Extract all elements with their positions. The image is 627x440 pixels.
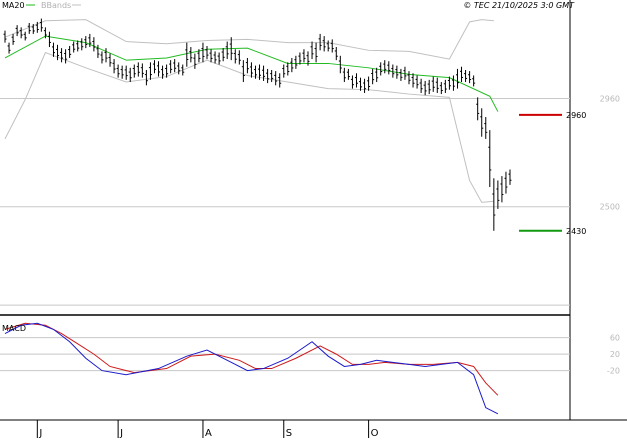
macd-line (4, 322, 499, 415)
price-y-tick-label: 2960 (600, 94, 620, 103)
bband-upper-line (4, 19, 494, 60)
macd-y-tick-label: 20 (610, 350, 620, 359)
ohlc-bars (3, 18, 512, 231)
y-tick-labels: 2960 2500 60 20 -20 (600, 94, 620, 375)
macd-series (4, 322, 499, 415)
x-tick-label: J (119, 428, 123, 439)
macd-y-tick-label: -20 (607, 367, 620, 376)
legend-ma-label: MA20 (2, 1, 25, 10)
gridlines (0, 97, 570, 372)
x-tick-label: O (371, 428, 379, 439)
support-level-label: 2430 (566, 227, 586, 236)
copyright-notice: © TEC 21/10/2025 3:0 GMT (463, 1, 575, 10)
macd-signal-line (4, 322, 499, 396)
moving-average (4, 35, 499, 112)
macd-y-tick-label: 60 (610, 334, 620, 343)
bollinger-bands (4, 19, 494, 203)
price-y-tick-label: 2500 (600, 203, 620, 212)
x-tick-label: S (286, 428, 292, 439)
ma20-line (4, 35, 499, 112)
legend-bb-label: BBands (41, 1, 71, 10)
x-tick-label: J (38, 428, 42, 439)
x-tick-label: A (205, 428, 212, 439)
macd-label: MACD (2, 324, 26, 333)
resistance-level-label: 2960 (566, 111, 586, 120)
level-lines: 2960 2430 (519, 111, 586, 236)
